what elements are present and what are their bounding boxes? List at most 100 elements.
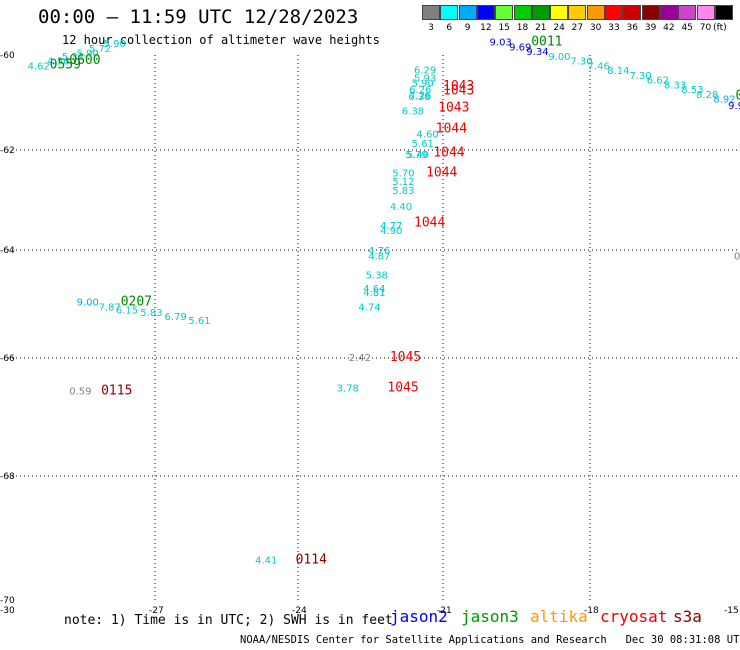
wave-height-value: 5.40 [407, 150, 429, 161]
legend-swatch [714, 5, 733, 20]
chart-subtitle: 12 hour collection of altimeter wave hei… [62, 33, 380, 47]
credit-line: NOAA/NESDIS Center for Satellite Applica… [240, 634, 740, 646]
lon-tick-label: -24 [292, 606, 307, 616]
wave-height-value: 6.79 [165, 312, 187, 323]
footer-note: note: 1) Time is in UTC; 2) SWH is in fe… [64, 613, 393, 628]
time-label: 0114 [296, 553, 327, 568]
satellite-cryosat: cryosat [600, 607, 668, 626]
wave-height-value: 2.42 [349, 353, 371, 364]
lon-tick-label: -30 [0, 606, 15, 616]
wave-height-value: 6.29 [414, 65, 436, 76]
legend-label: 6 [446, 23, 453, 33]
wave-height-value: 8.28 [696, 90, 718, 101]
time-label: 1043 [443, 79, 474, 94]
wave-height-value: 9.03 [490, 38, 512, 49]
legend-label: 18 [516, 23, 529, 33]
lon-tick-label: -15 [724, 606, 739, 616]
time-label: 1043 [438, 100, 469, 115]
satellite-jason3: jason3 [461, 607, 519, 626]
wave-height-value: 6.15 [116, 305, 138, 316]
time-label: 1045 [390, 350, 421, 365]
time-label: 1045 [387, 381, 418, 396]
legend-swatch [458, 5, 477, 20]
time-label: 1044 [426, 166, 457, 181]
wave-height-value: 9.00 [548, 52, 570, 63]
time-label: 0115 [101, 383, 132, 398]
wave-height-value: 6.38 [402, 107, 424, 118]
lat-tick-label: -64 [0, 246, 15, 256]
wave-height-value: 7.46 [588, 61, 610, 72]
wave-height-value: 9.00 [77, 297, 99, 308]
time-label: 1044 [433, 146, 464, 161]
legend-swatch [641, 5, 660, 20]
legend-label: 39 [644, 23, 657, 33]
time-label: 0011 [531, 35, 562, 50]
wave-height-value: 0.59 [69, 386, 91, 397]
wave-height-value: 4.41 [255, 556, 277, 567]
wave-height-value: 4.74 [358, 303, 380, 314]
lat-tick-label: -70 [0, 596, 15, 606]
wave-height-value: 5.72 [89, 44, 111, 55]
legend-swatch [476, 5, 495, 20]
wave-height-value: 4.62 [28, 61, 50, 72]
wave-height-value: 6.62 [647, 76, 669, 87]
axis-tick-labels: -30 -27 -24 -21 -18 -15 -60 -62 -64 -66 -68 -70 [0, 51, 739, 616]
legend-swatch [605, 5, 623, 20]
satellite-jason2: jason2 [390, 607, 448, 626]
time-label: 0600 [69, 53, 100, 68]
wave-height-value: 5.70 [392, 169, 414, 180]
wave-height-value: 7.26 [409, 91, 431, 102]
wave-height-value: 8.53 [681, 85, 703, 96]
legend-swatch [568, 5, 587, 20]
legend-swatch [623, 5, 642, 20]
wave-height-value: 5.93 [414, 73, 436, 84]
wave-height-value: 4.90 [380, 226, 402, 237]
lat-tick-label: -66 [0, 354, 15, 364]
lat-tick-label: -68 [0, 472, 15, 482]
wave-height-value: 5.61 [412, 139, 434, 150]
time-label: 0207 [121, 294, 152, 309]
legend-swatch [531, 5, 550, 20]
legend-label: 45 [681, 23, 693, 33]
legend-label: 21 [535, 23, 547, 33]
legend-swatch [678, 5, 697, 20]
legend-swatch [550, 5, 569, 20]
wave-height-value: 5.12 [392, 177, 414, 188]
wave-height-value: 5.38 [366, 270, 388, 281]
legend-swatch [586, 5, 605, 20]
lat-tick-label: -62 [0, 146, 15, 156]
wave-height-value: 8.92 [713, 95, 735, 106]
wave-height-value: 4.81 [363, 288, 385, 299]
wave-height-value: 5.90 [412, 79, 434, 90]
wave-height-value: 9.34 [526, 47, 548, 58]
legend-swatch [513, 5, 532, 20]
legend-unit: (ft) [713, 23, 727, 33]
wave-height-value: 6.38 [408, 92, 430, 103]
wave-height-value: 5.90 [77, 49, 99, 60]
wave-height-value: 8.33 [664, 80, 686, 91]
wave-height-value: 7.30 [629, 71, 651, 82]
wave-height-value: 4.64 [363, 284, 385, 295]
wave-height-value: 4.40 [390, 202, 412, 213]
legend-label: 27 [571, 23, 584, 33]
wave-height-value: 9.69 [509, 42, 531, 53]
satellite-s3a: s3a [673, 607, 702, 626]
wave-height-value: 4.87 [368, 251, 390, 262]
time-label: 1044 [436, 122, 467, 137]
lon-tick-label: -21 [437, 606, 452, 616]
lon-tick-label: -18 [584, 606, 599, 616]
wave-height-value: 8.14 [607, 66, 629, 77]
wave-height-value: 5.32 [62, 52, 84, 63]
lon-tick-label: -27 [149, 606, 164, 616]
legend-label: 70 [699, 23, 712, 33]
time-label: 1043 [443, 84, 474, 99]
lat-tick-label: -60 [0, 51, 15, 61]
legend-label: 12 [480, 23, 492, 33]
wave-height-value: 4.56 [47, 57, 69, 68]
legend-label: 30 [589, 23, 602, 33]
wave-height-value: 0 [734, 251, 740, 262]
chart-title: 00:00 – 11:59 UTC 12/28/2023 [38, 6, 359, 28]
legend-swatch [495, 5, 514, 20]
time-label: 1044 [414, 216, 445, 231]
